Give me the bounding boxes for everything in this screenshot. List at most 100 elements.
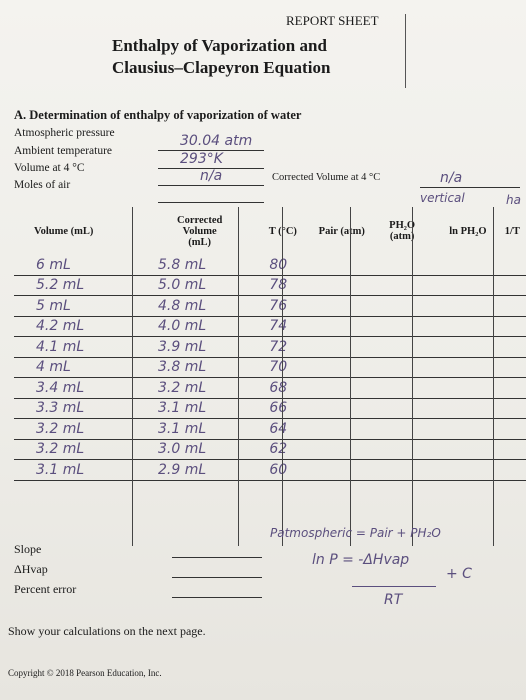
cell-pair [310,439,374,460]
percent-error-label: Percent error [14,582,77,596]
cell-pair [310,418,374,440]
cell-ph2o [373,418,432,440]
cell-pair [310,255,374,276]
table-row: 4.2 mL 4.0 mL 74 [14,316,526,337]
report-label: REPORT SHEET [286,13,379,28]
table-row: 3.2 mL 3.0 mL 62 [14,439,526,460]
table-row: 4.1 mL 3.9 mL 72 [14,336,526,358]
cell-lnp [431,316,505,337]
cell-volume: 4.1 mL [14,336,145,358]
cell-lnp [431,357,505,378]
cell-corrected-volume: 3.2 mL [144,377,256,399]
cell-volume: 4.2 mL [14,316,145,337]
percent-error-line [172,597,262,598]
volume-4c-value: n/a [200,168,223,184]
cell-volume: 3.2 mL [14,439,145,460]
header-pair: Pair (atm) [318,225,365,237]
cell-ph2o [373,357,432,378]
ambient-temp-line [158,168,264,169]
slope-line [172,557,262,558]
cell-volume: 3.4 mL [14,377,145,399]
atm-pressure-label: Atmospheric pressure [14,127,115,139]
copyright: Copyright © 2018 Pearson Education, Inc. [8,668,162,678]
table-row: 3.4 mL 3.2 mL 68 [14,377,526,399]
equation-plus-c: + C [446,566,472,582]
cell-pair [310,316,374,337]
cell-ph2o [373,459,432,481]
page-title-line1: Enthalpy of Vaporization and [112,36,327,55]
cell-ph2o [373,255,432,276]
cell-lnp [431,459,505,481]
cell-volume: 5.2 mL [14,275,145,296]
cell-ph2o [373,398,432,419]
column-divider [132,207,133,546]
cell-corrected-volume: 3.1 mL [144,398,256,419]
patm-note: Patmospheric = Pair + PH₂O [270,526,441,540]
dh-vap-line [172,577,262,578]
section-a-title: A. Determination of enthalpy of vaporiza… [14,108,302,122]
cell-invt [504,255,526,276]
column-divider [282,207,283,546]
table-body: 6 mL 5.8 mL 80 5.2 mL 5.0 mL 78 5 mL 4.8 mL 76 4.… [14,255,526,481]
cell-ph2o [373,316,432,337]
table-row: 3.1 mL 2.9 mL 60 [14,459,526,481]
header-ph2o-l1: PH₂O [389,220,416,231]
fraction-bar [352,586,436,587]
ambient-temp-value: 293°K [180,151,223,167]
table-row: 3.2 mL 3.1 mL 64 [14,418,526,440]
corrected-volume-value: n/a [440,170,463,186]
header-lnp: ln PH₂O [449,225,487,237]
cell-invt [504,295,526,317]
cell-invt [504,316,526,337]
header-corrected-l1: Corrected [177,214,223,226]
cell-invt [504,418,526,440]
table-row: 5 mL 4.8 mL 76 [14,295,526,317]
atm-pressure-value: 30.04 atm [180,133,253,149]
column-divider [350,207,351,546]
cell-invt [504,439,526,460]
cell-lnp [431,255,505,276]
cell-invt [504,459,526,481]
cell-corrected-volume: 3.0 mL [144,439,256,460]
cell-invt [504,398,526,419]
table-row: 5.2 mL 5.0 mL 78 [14,275,526,296]
cell-ph2o [373,377,432,399]
cell-pair [310,377,374,399]
corrected-volume-label: Corrected Volume at 4 °C [272,172,381,183]
cell-corrected-volume: 4.8 mL [144,295,256,317]
data-table: Volume (mL) Corrected Volume (mL) T (°C)… [14,207,526,481]
cell-pair [310,357,374,378]
cell-volume: 4 mL [14,357,145,378]
cell-corrected-volume: 5.0 mL [144,275,256,296]
table-header-row: Volume (mL) Corrected Volume (mL) T (°C)… [14,207,526,255]
cell-corrected-volume: 3.8 mL [144,357,256,378]
page-title-line2: Clausius–Clapeyron Equation [112,58,331,77]
cell-lnp [431,275,505,296]
cell-corrected-volume: 5.8 mL [144,255,256,276]
cell-pair [310,275,374,296]
cell-pair [310,398,374,419]
cell-pair [310,295,374,317]
column-divider [412,207,413,546]
cell-lnp [431,439,505,460]
header-invt: 1/T [504,225,520,237]
cell-pair [310,459,374,481]
ambient-temp-label: Ambient temperature [14,145,113,157]
volume-4c-line [158,185,264,186]
cell-ph2o [373,336,432,358]
cell-volume: 3.3 mL [14,398,145,419]
slope-label: Slope [14,542,42,556]
cell-volume: 5 mL [14,295,145,317]
atm-pressure-line [158,150,264,151]
cell-ph2o [373,295,432,317]
corrected-volume-line [420,187,520,188]
header-corrected-l3: (mL) [188,236,212,248]
cell-lnp [431,295,505,317]
cell-ph2o [373,439,432,460]
table-row: 6 mL 5.8 mL 80 [14,255,526,276]
equation-top: ln P = -ΔHvap [312,552,410,568]
cell-pair [310,336,374,358]
cell-corrected-volume: 3.1 mL [144,418,256,440]
cell-lnp [431,418,505,440]
